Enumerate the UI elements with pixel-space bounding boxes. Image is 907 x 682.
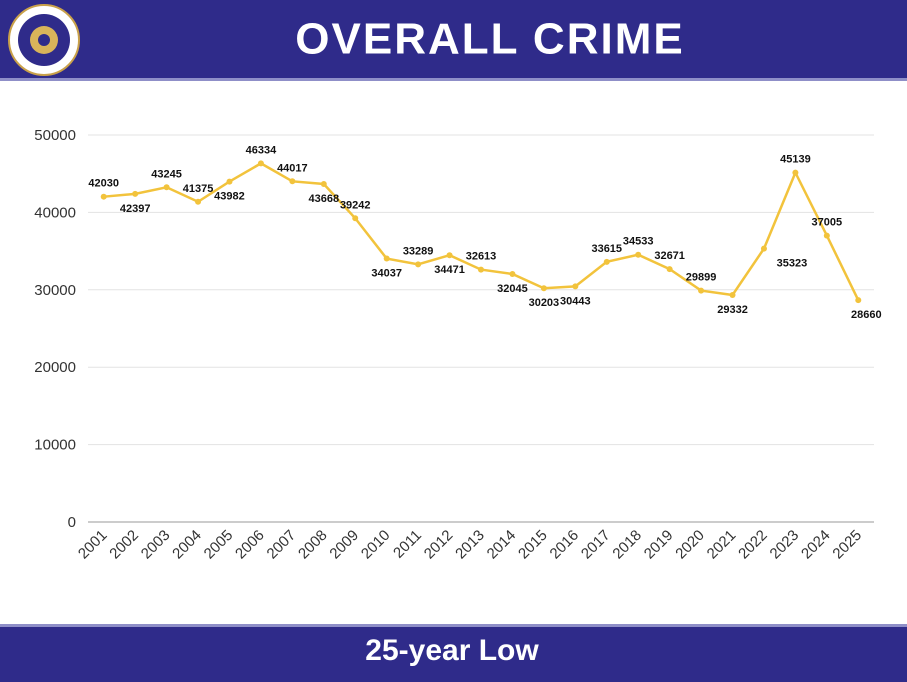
x-tick-label: 2008 xyxy=(295,527,331,563)
x-tick-label: 2004 xyxy=(169,527,205,563)
x-tick-label: 2003 xyxy=(138,527,174,563)
data-point xyxy=(383,255,390,262)
data-label: 34037 xyxy=(371,268,402,280)
x-tick-label: 2012 xyxy=(421,527,457,563)
data-point xyxy=(666,266,673,273)
data-line xyxy=(103,161,860,301)
data-label: 37005 xyxy=(812,217,843,229)
data-point xyxy=(478,266,484,273)
data-point xyxy=(572,283,579,290)
x-tick-label: 2019 xyxy=(641,527,677,563)
data-label: 30443 xyxy=(560,295,591,307)
data-point xyxy=(729,291,736,298)
data-point xyxy=(446,252,453,259)
x-tick-label: 2009 xyxy=(326,527,362,563)
data-point xyxy=(823,232,830,239)
x-tick-label: 2007 xyxy=(264,527,300,563)
data-label: 42397 xyxy=(120,203,151,215)
data-label: 33289 xyxy=(403,245,434,257)
x-tick-label: 2014 xyxy=(484,527,520,563)
x-tick-label: 2011 xyxy=(390,527,425,562)
y-tick-label: 40000 xyxy=(34,204,76,221)
data-point xyxy=(509,270,516,277)
data-label: 28660 xyxy=(851,309,882,321)
data-point xyxy=(289,178,296,185)
x-tick-label: 2015 xyxy=(515,527,551,563)
x-tick-label: 2001 xyxy=(75,527,111,563)
x-tick-label: 2002 xyxy=(106,527,142,563)
data-label: 44017 xyxy=(277,162,308,174)
y-tick-label: 0 xyxy=(68,514,76,531)
footer-border xyxy=(0,624,907,627)
y-tick-label: 30000 xyxy=(34,282,76,299)
header-bar xyxy=(0,0,907,80)
footer-annotation: 25-year Low xyxy=(365,634,539,667)
x-tick-label: 2023 xyxy=(767,527,803,563)
data-point xyxy=(855,297,862,304)
data-point xyxy=(226,178,233,185)
data-label: 32613 xyxy=(466,251,497,263)
data-point xyxy=(320,181,327,188)
x-tick-label: 2017 xyxy=(578,527,614,563)
data-label: 33615 xyxy=(591,243,622,255)
data-point xyxy=(540,285,547,292)
badge-logo xyxy=(8,4,80,76)
x-tick-label: 2005 xyxy=(201,527,237,563)
data-label: 41375 xyxy=(183,183,214,195)
data-label: 43982 xyxy=(214,191,245,203)
x-tick-label: 2021 xyxy=(704,527,740,563)
footer-bar xyxy=(0,626,907,682)
x-tick-label: 2010 xyxy=(358,527,394,563)
data-label: 32045 xyxy=(497,283,528,295)
x-tick-label: 2018 xyxy=(609,527,645,563)
data-point xyxy=(257,160,264,167)
data-label: 43668 xyxy=(309,193,340,205)
data-point xyxy=(698,287,705,294)
x-tick-label: 2006 xyxy=(232,527,268,563)
chart-title: OVERALL CRIME xyxy=(295,15,684,64)
x-tick-label: 2016 xyxy=(547,527,583,563)
y-tick-label: 20000 xyxy=(34,359,76,376)
data-point xyxy=(163,184,170,191)
x-tick-label: 2025 xyxy=(829,527,865,563)
x-tick-label: 2024 xyxy=(798,527,834,563)
data-label: 42030 xyxy=(88,178,119,190)
data-point xyxy=(415,261,422,268)
data-label: 46334 xyxy=(246,144,277,156)
x-tick-label: 2020 xyxy=(672,527,708,563)
x-tick-label: 2013 xyxy=(452,527,488,563)
data-label: 35323 xyxy=(777,258,808,270)
data-point xyxy=(760,245,767,252)
data-label: 43245 xyxy=(151,168,182,180)
header-border xyxy=(0,78,907,81)
data-label: 45139 xyxy=(780,154,811,166)
data-point xyxy=(195,198,202,205)
x-tick-label: 2022 xyxy=(735,527,771,563)
data-point xyxy=(635,251,642,258)
data-label: 34471 xyxy=(434,264,465,276)
data-point xyxy=(352,215,359,222)
data-point xyxy=(100,193,107,200)
data-label: 39242 xyxy=(340,199,371,211)
data-label: 30203 xyxy=(529,297,560,309)
data-label: 34533 xyxy=(623,236,654,248)
data-point xyxy=(603,258,610,265)
y-tick-label: 50000 xyxy=(34,127,76,144)
data-point xyxy=(132,190,139,197)
y-tick-label: 10000 xyxy=(34,437,76,454)
data-point xyxy=(792,169,799,176)
data-label: 32671 xyxy=(654,250,685,262)
data-label: 29899 xyxy=(686,272,717,284)
data-label: 29332 xyxy=(717,304,748,316)
